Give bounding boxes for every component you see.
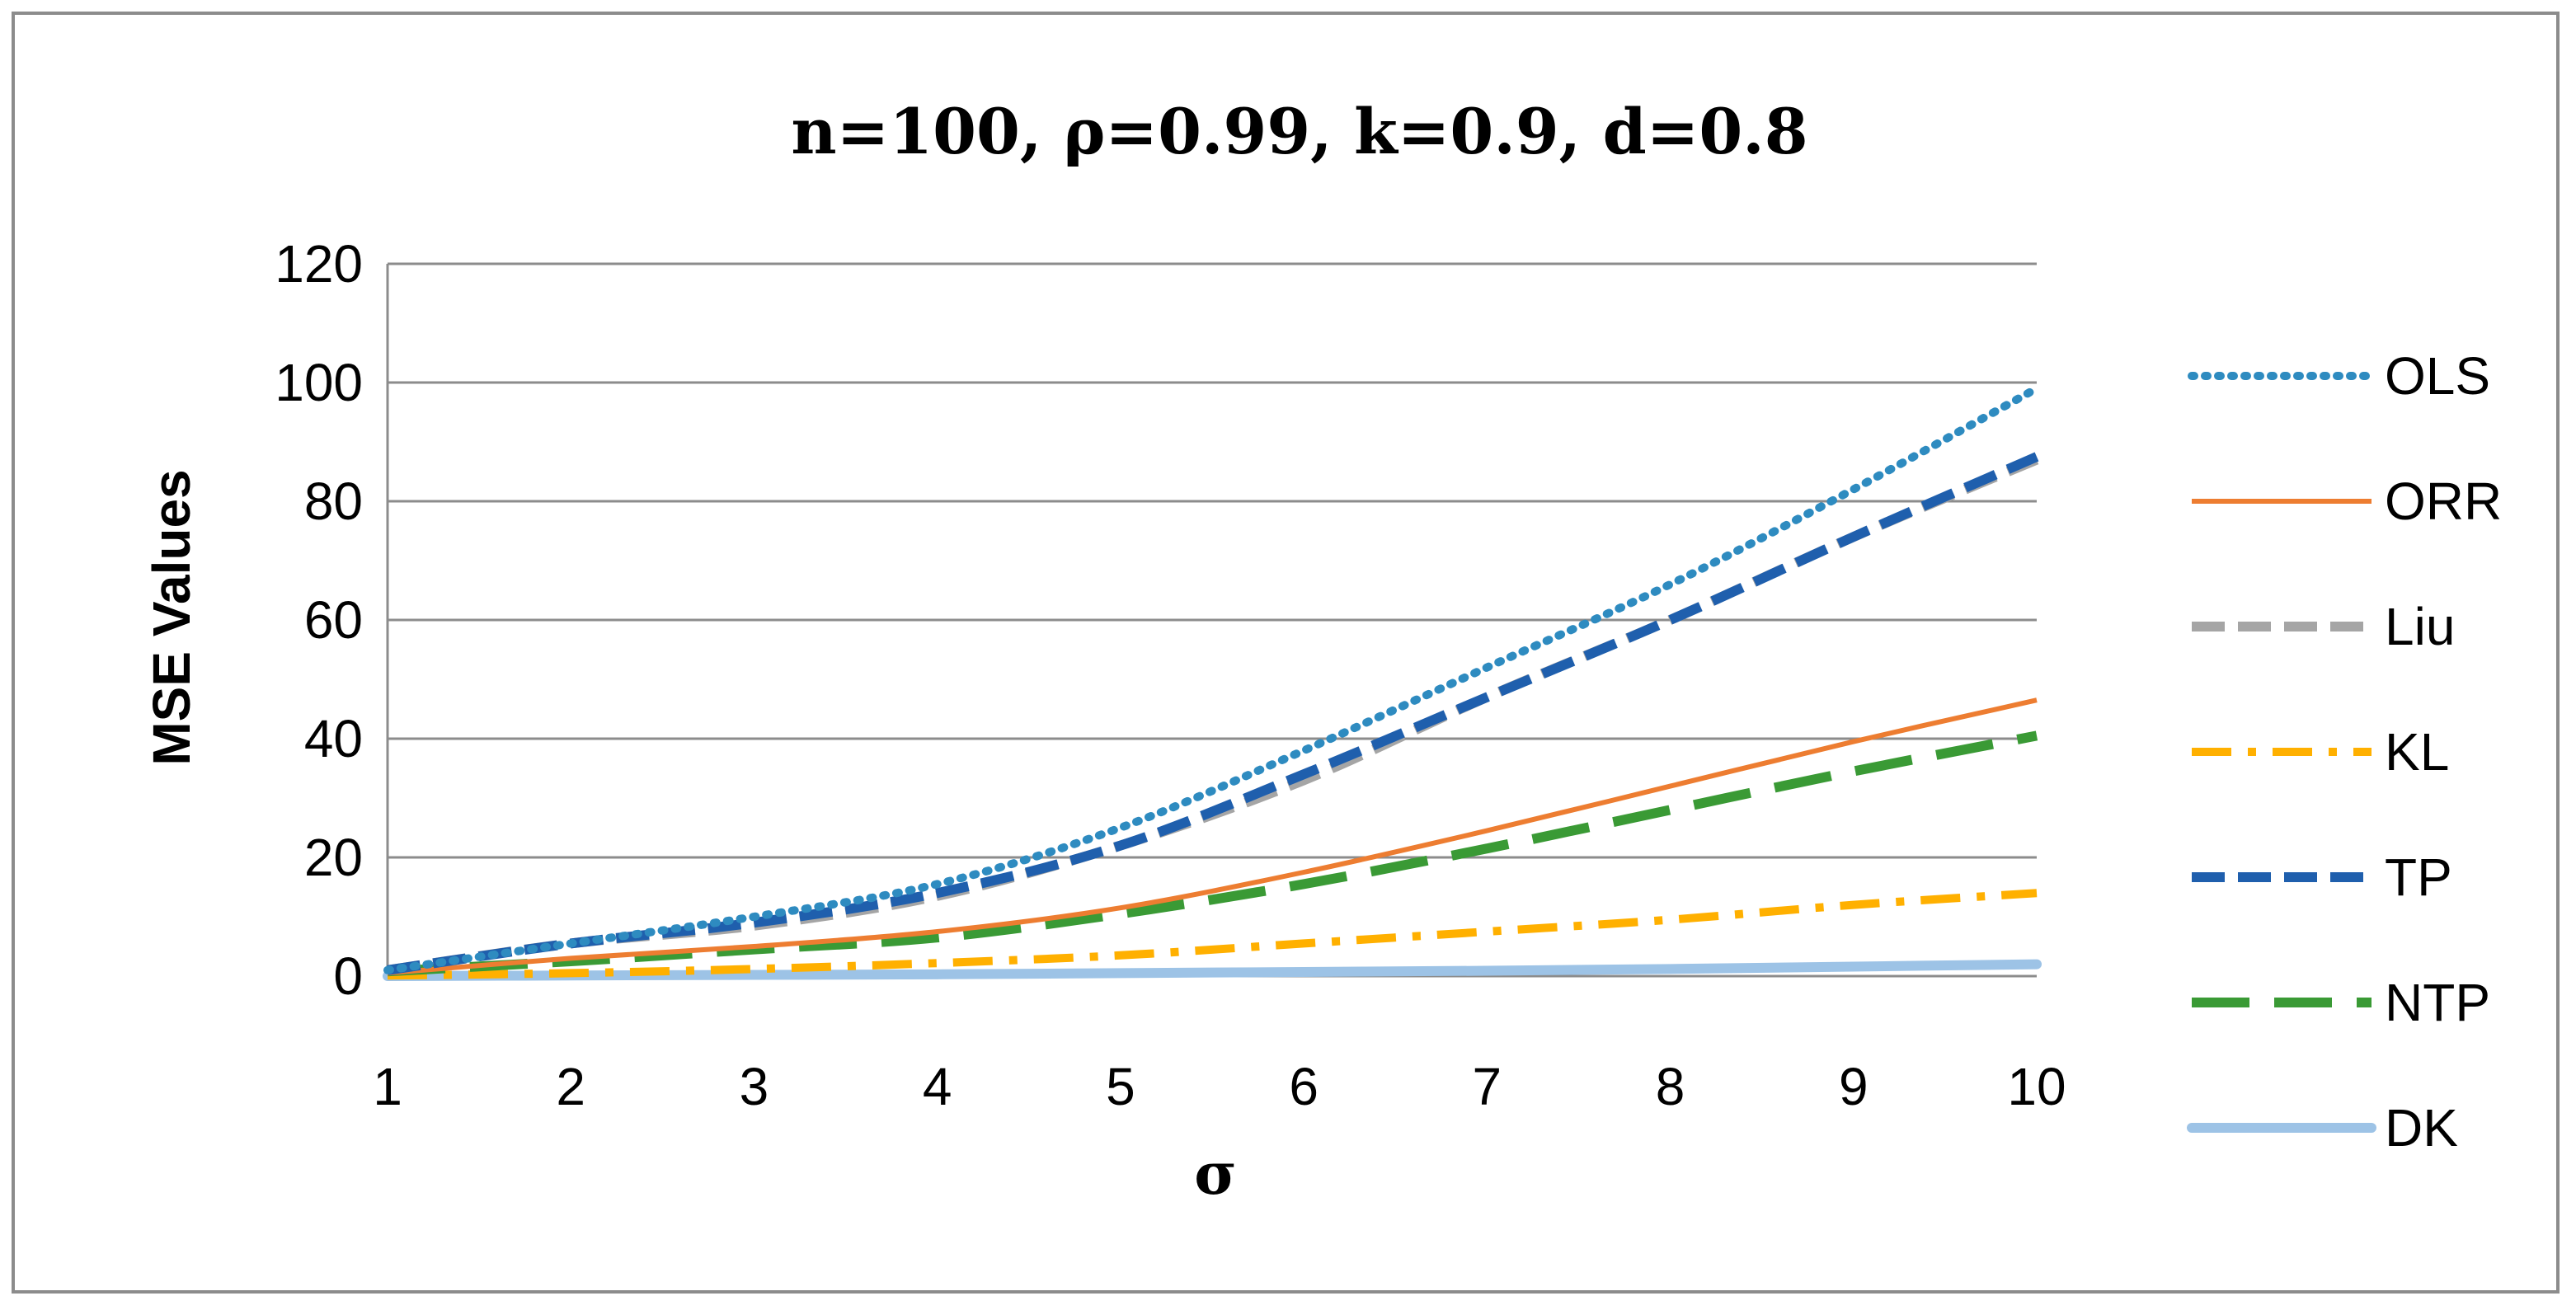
x-tick-label: 8 bbox=[1656, 1057, 1685, 1116]
legend-label-kl: KL bbox=[2385, 722, 2449, 782]
x-axis-ticks: 1 2 3 4 5 6 7 8 9 10 bbox=[373, 1057, 2066, 1116]
x-tick-label: 3 bbox=[740, 1057, 769, 1116]
legend: OLS ORR Liu KL TP NTP DK bbox=[2187, 346, 2502, 1157]
y-tick-label: 120 bbox=[275, 234, 363, 293]
y-tick-label: 100 bbox=[275, 353, 363, 412]
y-tick-label: 0 bbox=[333, 946, 363, 1006]
legend-label-orr: ORR bbox=[2385, 472, 2502, 531]
series-lines bbox=[383, 384, 2042, 981]
y-tick-label: 80 bbox=[304, 472, 363, 531]
y-axis-ticks: 0 20 40 60 80 100 120 bbox=[275, 234, 363, 1006]
x-tick-label: 2 bbox=[556, 1057, 585, 1116]
x-axis-label: σ bbox=[1194, 1139, 1237, 1208]
legend-label-ols: OLS bbox=[2385, 346, 2490, 406]
x-tick-label: 5 bbox=[1106, 1057, 1135, 1116]
x-tick-label: 9 bbox=[1839, 1057, 1869, 1116]
legend-label-ntp: NTP bbox=[2385, 973, 2490, 1032]
x-tick-label: 10 bbox=[2007, 1057, 2066, 1116]
series-line-liu bbox=[387, 455, 2039, 975]
legend-label-dk: DK bbox=[2385, 1098, 2458, 1157]
gridlines bbox=[386, 262, 2037, 978]
y-tick-label: 20 bbox=[304, 828, 363, 887]
y-tick-label: 40 bbox=[304, 709, 363, 768]
series-line-kl bbox=[387, 889, 2038, 980]
x-tick-label: 4 bbox=[923, 1057, 952, 1116]
chart-title: n=100, ρ=0.99, k=0.9, d=0.8 bbox=[791, 95, 1807, 168]
y-tick-label: 60 bbox=[304, 590, 363, 650]
x-tick-label: 7 bbox=[1473, 1057, 1502, 1116]
x-tick-label: 1 bbox=[373, 1057, 402, 1116]
y-axis-label: MSE Values bbox=[142, 469, 201, 765]
x-tick-label: 6 bbox=[1289, 1057, 1319, 1116]
series-line-ols bbox=[383, 384, 2041, 974]
legend-label-tp: TP bbox=[2385, 848, 2452, 907]
line-chart: n=100, ρ=0.99, k=0.9, d=0.8 020406080100… bbox=[142, 95, 2502, 1208]
series-line-ntp bbox=[387, 730, 2038, 977]
series-line-orr bbox=[387, 697, 2038, 976]
legend-label-liu: Liu bbox=[2385, 597, 2455, 656]
chart-frame: n=100, ρ=0.99, k=0.9, d=0.8 0 20 40 60 80 100… bbox=[12, 12, 2560, 1294]
